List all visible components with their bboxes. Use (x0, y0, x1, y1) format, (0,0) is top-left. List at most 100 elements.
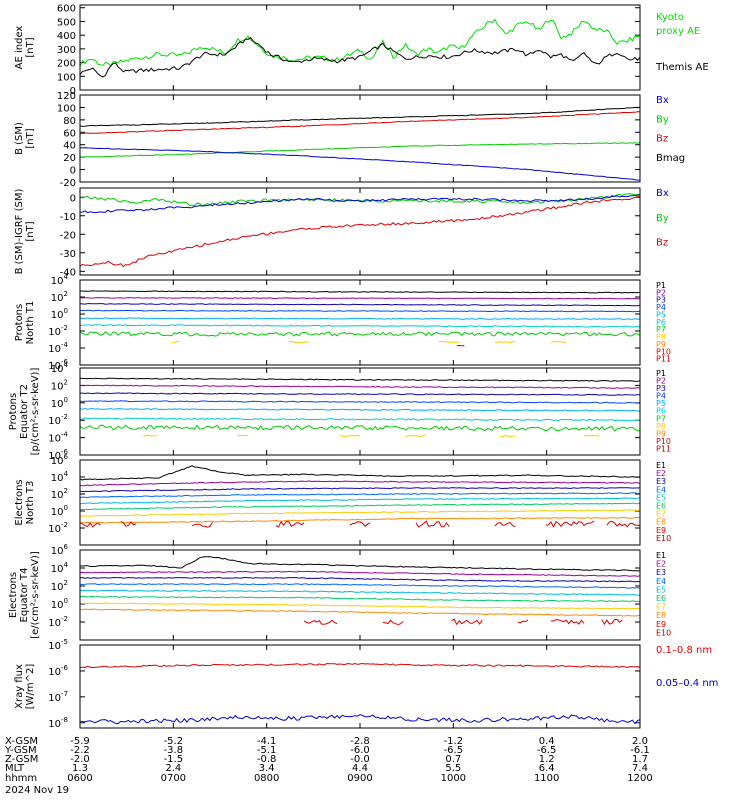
series-line-e9 (451, 618, 483, 626)
footer-row-label: MLT (5, 763, 25, 774)
y-tick-label: 10-8 (48, 716, 68, 730)
series-line-bx (79, 193, 641, 214)
footer-value: 1.7 (632, 754, 648, 765)
legend-entry: P1 (656, 369, 666, 378)
series-line-p2 (79, 297, 640, 300)
series-line-e6 (80, 502, 641, 511)
y-axis-label: ElectronsEquator T4[e/(cm²-s-sr-keV)] (8, 551, 41, 639)
footer-value: -1.2 (444, 736, 464, 747)
series-line-e4 (79, 583, 641, 589)
legend-entry: Bmag (656, 153, 685, 164)
footer-value: 1000 (441, 773, 466, 784)
series-line-e9 (349, 521, 371, 527)
footer-value: 1100 (534, 773, 559, 784)
series-line-p7 (79, 331, 641, 337)
legend-entry: P2 (656, 288, 666, 297)
series-line-e9 (517, 619, 529, 624)
legend-entry: E7 (656, 603, 666, 612)
footer-value: -0.8 (257, 754, 277, 765)
series-line-p3 (80, 392, 641, 396)
legend-entry: Bz (656, 238, 668, 249)
y-tick-label: -10 (60, 212, 76, 223)
panel-3: -40 -30 -20 -10 0 B (SM)-IGRF (SM)[nT] Bx By Bz (14, 187, 669, 278)
legend-entry: E4 (656, 485, 666, 494)
series-line-p8 (288, 340, 310, 344)
tick-exponent: -8 (61, 716, 68, 724)
legend-entry: E10 (656, 628, 671, 637)
tick-exponent: 4 (64, 561, 69, 569)
legend-entry: E1 (656, 551, 666, 560)
footer-row-label: hhmm (5, 773, 37, 784)
tick-exponent: -4 (61, 431, 69, 439)
y-tick-label: 102 (51, 579, 68, 593)
legend-entry: E3 (656, 568, 666, 577)
legend-entry: P9 (656, 429, 666, 438)
series-line-p8 (500, 435, 516, 437)
series-line-e9 (601, 618, 623, 626)
series-line-e5 (79, 589, 641, 596)
y-tick-label: 600 (57, 4, 76, 15)
tick-exponent: -4 (61, 341, 69, 349)
footer-row-label: Z-GSM (5, 754, 38, 765)
legend-entry: Bx (656, 95, 669, 106)
series-line-e9 (494, 521, 516, 528)
y-axis-label-line: [nT] (25, 128, 36, 148)
y-axis-label-line: Equator T2 (19, 384, 30, 439)
legend-entry: P7 (656, 325, 666, 334)
panel-1: 0 100 200 300 400 500 600 AE index[nT] Kyoto prox… (14, 4, 709, 97)
panel-frame (79, 4, 641, 91)
series-line-e9 (606, 520, 641, 528)
panel-frame (79, 279, 641, 366)
tick-exponent: 2 (64, 290, 68, 298)
legend-entry: By (656, 114, 669, 125)
tick-exponent: 0 (64, 396, 68, 404)
y-tick-label: 10-7 (48, 690, 68, 704)
series-line-p8 (550, 340, 567, 344)
y-axis-label-line: Protons (8, 393, 19, 430)
legend-entry: E6 (656, 502, 666, 511)
legend-entry: P11 (656, 355, 671, 364)
legend-entry: 0.1–0.8 nm (656, 645, 712, 656)
legend-entry: P6 (656, 318, 666, 327)
y-tick-label: 104 (51, 273, 69, 287)
series-line-p5 (79, 407, 641, 412)
y-tick-label: 10-6 (48, 664, 68, 678)
panel-frame (79, 367, 641, 456)
panel-frame (79, 187, 641, 276)
y-tick-label: 400 (57, 31, 76, 42)
legend-entry: Kyoto (656, 12, 684, 23)
tick-exponent: -5 (61, 638, 68, 646)
series-line-0-1-0-8-nm (79, 662, 641, 669)
tick-exponent: 2 (64, 378, 68, 386)
legend-entry: P9 (656, 340, 666, 349)
series-line-p8 (438, 341, 460, 343)
series-line-p4 (79, 309, 641, 313)
y-tick-label: 106 (51, 453, 69, 467)
footer-row-label: Y-GSM (4, 745, 37, 756)
y-axis-label-line: Xray flux (14, 664, 25, 709)
y-tick-label: 100 (51, 396, 68, 410)
footer-value: 7.4 (632, 763, 648, 774)
y-tick-label: 100 (51, 307, 68, 321)
series-line-e9 (191, 522, 213, 528)
tick-exponent: -6 (61, 358, 69, 366)
series-line-bx (79, 147, 640, 181)
legend-entry: P5 (656, 310, 666, 319)
series-line-p8 (405, 434, 427, 438)
legend-entry: E6 (656, 594, 666, 603)
series-line-themis-ae (79, 36, 641, 78)
y-axis-label: B (SM)-IGRF (SM)[nT] (14, 189, 36, 275)
footer-value: -5.1 (257, 745, 277, 756)
y-tick-label: 0 (70, 193, 76, 204)
legend-entry: E9 (656, 620, 666, 629)
tick-exponent: 6 (64, 543, 69, 551)
y-tick-label: 100 (51, 597, 68, 611)
legend-entry: P8 (656, 422, 666, 431)
legend-entry: P3 (656, 384, 666, 393)
legend-entry: E4 (656, 577, 666, 586)
series-line-p1 (80, 290, 641, 294)
y-axis-label: ElectronsNorth T3 (14, 479, 36, 525)
series-line-p8 (339, 434, 361, 437)
y-axis-label-line: [W/m^2] (25, 664, 36, 710)
